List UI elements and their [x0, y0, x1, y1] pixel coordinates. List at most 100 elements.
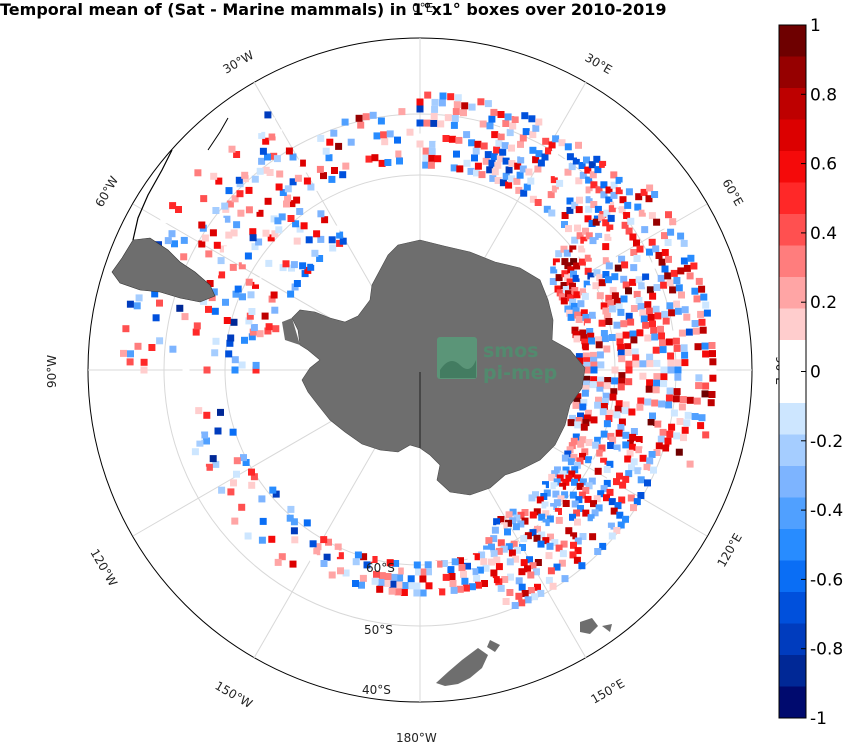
data-cell: [500, 522, 508, 530]
data-cell: [377, 117, 385, 125]
data-cell: [555, 544, 563, 552]
data-cell: [622, 441, 630, 449]
data-cell: [532, 124, 540, 132]
data-cell: [587, 332, 595, 340]
data-cell: [578, 245, 586, 253]
data-cell: [389, 580, 397, 588]
data-cell: [652, 346, 660, 354]
data-cell: [219, 245, 227, 253]
data-cell: [556, 289, 564, 297]
data-cell: [494, 161, 502, 169]
data-cell: [613, 444, 621, 452]
data-cell: [665, 394, 673, 402]
data-cell: [497, 584, 505, 592]
data-cell: [610, 507, 618, 515]
data-cell: [534, 583, 541, 591]
data-cell: [271, 230, 279, 238]
data-cell: [352, 558, 360, 566]
data-cell: [604, 166, 612, 173]
data-cell: [561, 221, 568, 228]
data-cell: [251, 204, 259, 212]
data-cell: [579, 403, 587, 411]
data-cell: [501, 142, 509, 150]
data-cell: [630, 264, 638, 272]
data-cell: [599, 408, 607, 416]
data-cell: [579, 533, 587, 540]
data-cell: [615, 187, 623, 195]
data-cell: [651, 333, 659, 341]
data-cell: [517, 511, 525, 519]
data-cell: [545, 172, 553, 180]
data-cell: [667, 352, 675, 360]
data-cell: [182, 366, 190, 374]
data-cell: [660, 281, 668, 289]
data-cell: [302, 165, 310, 173]
data-cell: [584, 495, 592, 503]
data-cell: [630, 249, 638, 256]
logo-waves: [440, 360, 476, 378]
data-cell: [662, 317, 670, 325]
data-cell: [664, 239, 672, 246]
lon-label-150w: 150°W: [213, 678, 255, 711]
data-cell: [494, 177, 502, 184]
data-cell: [595, 396, 602, 404]
data-cell: [331, 167, 338, 174]
data-cell: [575, 177, 583, 185]
data-cell: [569, 414, 576, 422]
data-cell: [608, 253, 616, 261]
colorbar-band: [779, 623, 806, 656]
data-cell: [577, 440, 585, 448]
data-cell: [594, 205, 602, 213]
data-cell: [621, 261, 629, 269]
data-cell: [416, 98, 424, 106]
data-cell: [279, 264, 287, 272]
data-cell: [652, 261, 660, 269]
data-cell: [596, 381, 604, 389]
data-cell: [671, 293, 679, 301]
data-cell: [573, 397, 581, 405]
data-cell: [509, 508, 517, 516]
data-cell: [284, 185, 292, 193]
data-cell: [678, 291, 685, 299]
data-cell: [542, 137, 550, 145]
data-cell: [378, 159, 386, 167]
data-cell: [550, 266, 558, 274]
data-cell: [406, 128, 414, 136]
data-cell: [566, 446, 574, 454]
data-cell: [599, 542, 607, 550]
data-cell: [572, 249, 580, 257]
data-cell: [629, 433, 637, 441]
data-cell: [305, 236, 313, 244]
data-cell: [570, 258, 578, 266]
data-cell: [646, 248, 653, 256]
data-cell: [492, 576, 500, 584]
data-cell: [248, 468, 255, 476]
data-cell: [636, 245, 644, 253]
data-cell: [690, 262, 698, 270]
data-cell: [661, 422, 669, 430]
data-cell: [520, 535, 528, 543]
data-cell: [581, 292, 589, 300]
data-cell: [507, 573, 514, 581]
data-cell: [244, 532, 252, 540]
data-cell: [430, 119, 438, 127]
colorbar-band: [779, 560, 806, 593]
data-cell: [614, 200, 622, 208]
data-cell: [254, 277, 262, 285]
data-cell: [371, 154, 379, 162]
data-cell: [603, 209, 611, 217]
data-cell: [453, 101, 461, 109]
data-cell: [398, 108, 406, 116]
data-cell: [196, 439, 204, 447]
data-cell: [590, 500, 597, 508]
data-cell: [303, 519, 311, 527]
data-cell: [521, 590, 529, 597]
colorbar-tick-label: 0.2: [810, 293, 837, 313]
data-cell: [674, 307, 682, 315]
data-cell: [570, 532, 578, 540]
data-cell: [613, 527, 621, 534]
data-cell: [240, 454, 247, 462]
data-cell: [274, 271, 282, 279]
data-cell: [265, 323, 273, 331]
data-cell: [545, 576, 553, 584]
